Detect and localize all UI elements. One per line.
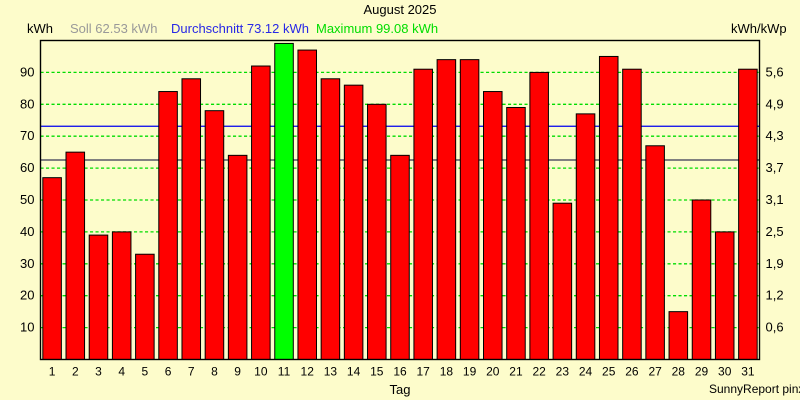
svg-text:20: 20 bbox=[486, 365, 500, 379]
svg-text:19: 19 bbox=[463, 365, 477, 379]
svg-text:24: 24 bbox=[579, 365, 593, 379]
svg-text:50: 50 bbox=[20, 192, 34, 207]
svg-text:3: 3 bbox=[95, 365, 102, 379]
svg-text:7: 7 bbox=[188, 365, 195, 379]
svg-text:80: 80 bbox=[20, 96, 34, 111]
svg-text:2,5: 2,5 bbox=[766, 224, 784, 239]
svg-text:1,2: 1,2 bbox=[766, 288, 784, 303]
svg-text:29: 29 bbox=[695, 365, 709, 379]
svg-text:20: 20 bbox=[20, 288, 34, 303]
svg-text:30: 30 bbox=[20, 256, 34, 271]
svg-text:17: 17 bbox=[417, 365, 431, 379]
svg-text:9: 9 bbox=[234, 365, 241, 379]
svg-text:3,7: 3,7 bbox=[766, 160, 784, 175]
svg-text:10: 10 bbox=[254, 365, 268, 379]
svg-text:6: 6 bbox=[165, 365, 172, 379]
svg-text:60: 60 bbox=[20, 160, 34, 175]
svg-text:4,9: 4,9 bbox=[766, 96, 784, 111]
svg-text:4,3: 4,3 bbox=[766, 128, 784, 143]
svg-text:21: 21 bbox=[509, 365, 523, 379]
svg-text:28: 28 bbox=[672, 365, 686, 379]
svg-text:16: 16 bbox=[393, 365, 407, 379]
svg-text:27: 27 bbox=[648, 365, 662, 379]
svg-text:18: 18 bbox=[440, 365, 454, 379]
svg-text:5,6: 5,6 bbox=[766, 64, 784, 79]
svg-text:1: 1 bbox=[49, 365, 56, 379]
svg-text:30: 30 bbox=[718, 365, 732, 379]
svg-text:22: 22 bbox=[532, 365, 546, 379]
svg-text:15: 15 bbox=[370, 365, 384, 379]
svg-text:11: 11 bbox=[278, 365, 291, 379]
svg-text:3,1: 3,1 bbox=[766, 192, 784, 207]
svg-text:31: 31 bbox=[741, 365, 755, 379]
svg-text:90: 90 bbox=[20, 64, 34, 79]
svg-text:70: 70 bbox=[20, 128, 34, 143]
svg-text:23: 23 bbox=[556, 365, 570, 379]
svg-text:25: 25 bbox=[602, 365, 616, 379]
svg-text:13: 13 bbox=[324, 365, 338, 379]
svg-text:0,6: 0,6 bbox=[766, 320, 784, 335]
svg-text:4: 4 bbox=[118, 365, 125, 379]
svg-text:2: 2 bbox=[72, 365, 79, 379]
svg-text:1,9: 1,9 bbox=[766, 256, 784, 271]
svg-text:8: 8 bbox=[211, 365, 218, 379]
svg-text:14: 14 bbox=[347, 365, 361, 379]
svg-text:5: 5 bbox=[142, 365, 149, 379]
svg-text:40: 40 bbox=[20, 224, 34, 239]
svg-text:26: 26 bbox=[625, 365, 639, 379]
svg-text:12: 12 bbox=[301, 365, 315, 379]
svg-text:10: 10 bbox=[20, 320, 34, 335]
